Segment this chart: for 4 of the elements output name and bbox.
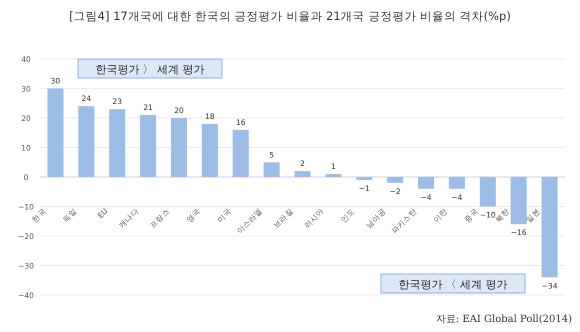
annotation: 한국평가 〉 세계 평가 — [95, 63, 205, 76]
title: [그림4] 17개국에 대한 한국의 긍정평가 비율과 21개국 긍정평가 비율의 격차(%p) — [69, 9, 511, 23]
text: 자료: EAI Global Poll(2014) — [436, 314, 572, 325]
annotation: 한국평가 〈 세계 평가 — [398, 278, 508, 291]
